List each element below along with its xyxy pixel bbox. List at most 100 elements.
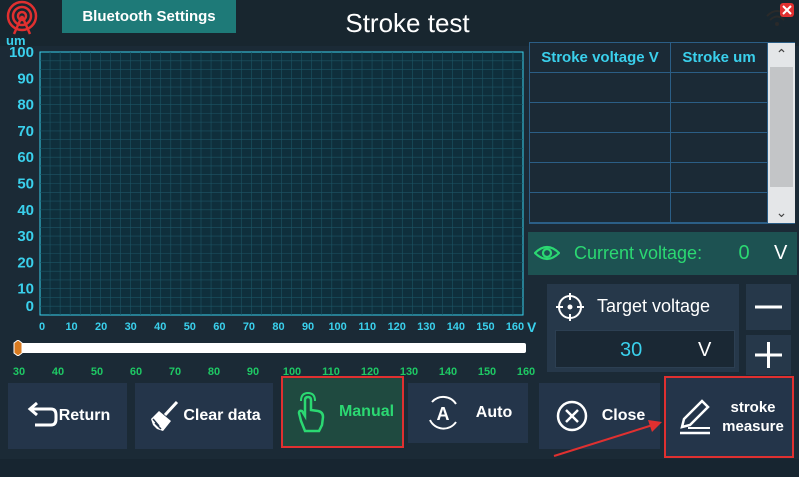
auto-button[interactable]: A Auto: [408, 383, 528, 443]
auto-label: Auto: [475, 404, 513, 421]
table-cell: [530, 103, 671, 133]
table-cell: [530, 133, 671, 163]
stroke-chart: 0 10 20 30 40 50 60 70 80 90 100 0 10 20 30 40 50 60 70 80…: [0, 32, 540, 337]
slider-track[interactable]: [18, 343, 526, 353]
return-label: Return: [58, 407, 111, 424]
antenna-icon[interactable]: [4, 0, 40, 36]
table-row[interactable]: [530, 103, 768, 133]
x-tick-label: 160: [506, 321, 524, 333]
table-cell: [671, 73, 768, 103]
broom-icon: [151, 400, 179, 431]
y-tick-label: 70: [17, 123, 34, 140]
table-row[interactable]: [530, 163, 768, 193]
header-stroke-voltage: Stroke voltage V: [530, 43, 671, 73]
x-tick-label: 70: [243, 321, 255, 333]
stroke-measure-line1: stroke: [730, 399, 776, 416]
table-row[interactable]: [530, 193, 768, 223]
stroke-measure-line2: measure: [722, 418, 784, 435]
current-voltage-panel: Current voltage: 0 V: [528, 232, 797, 275]
x-tick-label: 140: [447, 321, 465, 333]
x-tick-label: 120: [388, 321, 406, 333]
slider-tick-label: 120: [360, 366, 380, 378]
x-tick-label: 30: [125, 321, 137, 333]
table-row[interactable]: [530, 133, 768, 163]
x-tick-label: 40: [154, 321, 166, 333]
slider-tick-label: 70: [168, 366, 182, 378]
close-label: Close: [601, 407, 646, 424]
table-cell: [530, 73, 671, 103]
y-tick-label: 40: [17, 202, 34, 219]
stroke-data-table: Stroke voltage V Stroke um ⌃ ⌄: [529, 42, 795, 224]
manual-button[interactable]: Manual: [281, 376, 404, 448]
clear-data-button[interactable]: Clear data: [135, 383, 273, 449]
table-body: [530, 73, 768, 223]
eye-icon: [533, 242, 561, 264]
table-cell: [671, 133, 768, 163]
table-cell: [671, 163, 768, 193]
voltage-slider[interactable]: [13, 339, 526, 357]
circle-x-icon: [556, 400, 587, 432]
return-button[interactable]: Return: [8, 383, 127, 449]
header-stroke-um: Stroke um: [671, 43, 768, 73]
x-tick-label: 60: [213, 321, 225, 333]
chevron-down-icon[interactable]: ⌄: [775, 204, 788, 220]
x-tick-label: 90: [302, 321, 314, 333]
slider-tick-label: 160: [516, 366, 536, 378]
slider-tick-label: 90: [246, 366, 260, 378]
slider-tick-label: 80: [207, 366, 221, 378]
table-cell: [530, 193, 671, 223]
increase-voltage-button[interactable]: [746, 335, 791, 375]
hand-pointer-icon: [297, 391, 325, 433]
slider-labels: 30 40 50 60 70 80 90 100 110 120 130 140 150 160: [0, 366, 540, 380]
y-tick-label: 100: [9, 44, 34, 61]
annotation-arrow: [540, 410, 670, 460]
current-voltage-unit: V: [774, 242, 788, 264]
chevron-up-icon[interactable]: ⌃: [775, 46, 788, 62]
svg-text:A: A: [436, 404, 449, 424]
stroke-measure-button[interactable]: stroke measure: [664, 376, 794, 458]
table-scrollbar[interactable]: ⌃ ⌄: [768, 43, 795, 223]
target-voltage-panel: Target voltage 30 V: [547, 284, 739, 372]
bluetooth-settings-tab[interactable]: Bluetooth Settings: [62, 0, 236, 33]
stroke-measure-text: stroke measure: [722, 398, 784, 436]
close-button[interactable]: Close: [539, 383, 660, 449]
page-title: Stroke test: [345, 8, 470, 38]
scroll-thumb[interactable]: [770, 67, 793, 187]
x-tick-label: 130: [417, 321, 435, 333]
plus-icon: [755, 342, 782, 368]
y-tick-label: 90: [17, 70, 34, 87]
x-tick-label: 150: [476, 321, 494, 333]
x-tick-label: 20: [95, 321, 107, 333]
x-tick-label: 100: [328, 321, 346, 333]
manual-label: Manual: [338, 403, 395, 420]
table-header: Stroke voltage V Stroke um: [530, 43, 768, 73]
wifi-off-close-icon[interactable]: [765, 2, 795, 30]
x-tick-label: 0: [39, 321, 45, 333]
y-tick-label: 10: [17, 281, 34, 298]
current-voltage-value: 0: [738, 242, 750, 264]
x-axis-label: V: [527, 319, 537, 335]
slider-tick-label: 110: [322, 366, 340, 378]
y-tick-label: 30: [17, 228, 34, 245]
y-tick-label: 0: [26, 298, 34, 315]
table-row[interactable]: [530, 73, 768, 103]
y-axis-label: um: [6, 33, 26, 48]
y-tick-label: 50: [17, 176, 34, 193]
x-tick-label: 50: [184, 321, 196, 333]
target-voltage-input[interactable]: 30 V: [555, 330, 735, 368]
slider-tick-label: 60: [129, 366, 143, 378]
target-voltage-unit: V: [698, 339, 712, 361]
slider-tick-label: 40: [51, 366, 65, 378]
table-cell: [671, 193, 768, 223]
clear-data-label: Clear data: [183, 407, 261, 424]
slider-tick-label: 130: [399, 366, 419, 378]
minus-icon: [755, 305, 782, 309]
y-tick-label: 20: [17, 254, 34, 271]
footer-bar: [0, 459, 799, 477]
target-voltage-value: 30: [620, 339, 643, 361]
table-cell: [530, 163, 671, 193]
return-arrow-icon: [27, 401, 58, 427]
slider-thumb[interactable]: [13, 339, 23, 357]
decrease-voltage-button[interactable]: [746, 284, 791, 330]
slider-tick-label: 50: [90, 366, 104, 378]
